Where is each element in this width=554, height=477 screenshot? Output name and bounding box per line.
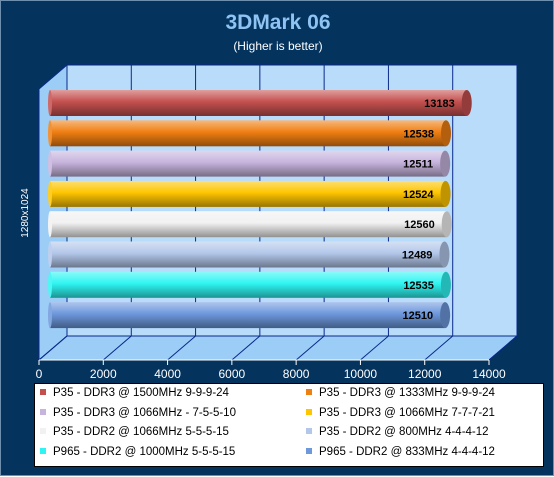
x-tick-label: 10000: [344, 367, 378, 381]
chart-title: 3DMark 06: [225, 11, 331, 34]
plot-floor: [37, 335, 519, 361]
gridline-floor: [102, 335, 132, 361]
bar-value-label: 12489: [402, 250, 433, 262]
legend-label: P35 - DDR3 @ 1500MHz 9-9-9-24: [53, 387, 229, 399]
x-tick-label: 4000: [154, 367, 181, 381]
legend-item: P35 - DDR2 @ 1066MHz 5-5-5-15: [37, 426, 229, 440]
chart-legend: P35 - DDR3 @ 1500MHz 9-9-9-24 P35 - DDR3 …: [34, 383, 544, 467]
gridline-floor: [231, 335, 261, 361]
gridline-floor: [295, 335, 325, 361]
legend-swatch: [306, 389, 312, 396]
legend-swatch: [40, 447, 46, 454]
bar-value-label: 13183: [424, 98, 455, 110]
bar-value-label: 12538: [403, 128, 434, 140]
legend-label: P965 - DDR2 @ 1000MHz 5-5-5-15: [53, 445, 236, 458]
legend-swatch: [40, 428, 46, 435]
bar-value-label: 12524: [403, 189, 434, 201]
legend-label: P35 - DDR3 @ 1333MHz 9-9-9-24: [319, 387, 495, 399]
bar: [48, 211, 452, 238]
bar: [48, 302, 451, 329]
legend-swatch: [306, 447, 312, 454]
bar: [48, 271, 451, 298]
legend-label: P35 - DDR3 @ 1066MHz 7-7-7-21: [319, 406, 495, 419]
gridline-floor: [38, 335, 68, 361]
legend-swatch: [306, 428, 312, 435]
legend-item: P35 - DDR3 @ 1333MHz 9-9-9-24: [303, 387, 495, 401]
gridline-floor: [167, 335, 196, 361]
gridline-floor: [424, 335, 454, 361]
bar-value-label: 12510: [403, 310, 434, 322]
x-tick-label: 6000: [219, 367, 246, 381]
bar: [48, 120, 452, 147]
legend-item: P965 - DDR2 @ 833MHz 4-4-4-12: [303, 446, 495, 460]
x-tick-label: 14000: [472, 367, 506, 381]
gridline-floor: [360, 335, 389, 361]
legend-label: P35 - DDR3 @ 1066MHz - 7-5-5-10: [53, 406, 236, 419]
x-tick-label: 2000: [90, 367, 117, 381]
bar-value-label: 12560: [404, 219, 435, 231]
chart-subtitle: (Higher is better): [233, 39, 323, 53]
legend-item: P35 - DDR3 @ 1066MHz - 7-5-5-10: [37, 407, 236, 421]
legend-swatch: [40, 389, 46, 396]
bar: [48, 241, 450, 268]
bar-value-label: 12535: [403, 280, 434, 292]
legend-item: P965 - DDR2 @ 1000MHz 5-5-5-15: [37, 446, 235, 460]
legend-label: P965 - DDR2 @ 833MHz 4-4-4-12: [319, 445, 495, 458]
legend-item: P35 - DDR2 @ 800MHz 4-4-4-12: [303, 426, 489, 440]
legend-swatch: [40, 408, 46, 415]
x-tick-label: 12000: [408, 367, 442, 381]
x-tick-label: 8000: [283, 367, 310, 381]
legend-swatch: [306, 408, 312, 415]
bar: [48, 150, 451, 177]
bar: [48, 180, 451, 207]
gridline-floor: [488, 335, 518, 361]
legend-item: P35 - DDR3 @ 1500MHz 9-9-9-24: [37, 387, 229, 401]
x-tick-label: 0: [36, 367, 43, 381]
y-axis-label: 1280x1024: [20, 188, 31, 238]
legend-label: P35 - DDR2 @ 1066MHz 5-5-5-15: [53, 426, 229, 438]
legend-label: P35 - DDR2 @ 800MHz 4-4-4-12: [319, 426, 489, 438]
legend-item: P35 - DDR3 @ 1066MHz 7-7-7-21: [303, 407, 495, 421]
bar-value-label: 12511: [403, 159, 433, 171]
bar: [48, 90, 472, 116]
